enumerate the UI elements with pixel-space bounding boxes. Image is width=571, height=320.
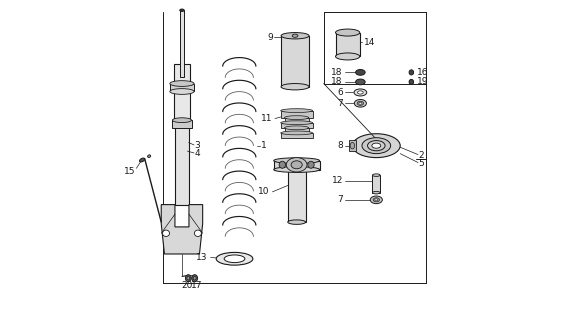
Text: 18: 18 (331, 77, 343, 86)
Ellipse shape (292, 34, 298, 37)
Ellipse shape (224, 255, 245, 263)
Text: 9: 9 (267, 33, 273, 42)
Text: 20: 20 (181, 281, 192, 290)
Ellipse shape (409, 79, 413, 84)
Bar (372, 175, 380, 193)
Bar (175, 120, 189, 204)
Ellipse shape (372, 143, 381, 148)
Ellipse shape (355, 100, 367, 107)
Text: 15: 15 (124, 167, 135, 176)
Ellipse shape (186, 275, 191, 282)
Ellipse shape (281, 84, 309, 90)
Ellipse shape (281, 131, 312, 135)
Ellipse shape (284, 126, 309, 130)
Ellipse shape (354, 89, 367, 96)
Ellipse shape (163, 230, 170, 236)
Text: 17: 17 (191, 281, 202, 290)
Bar (284, 118, 309, 123)
Text: 13: 13 (196, 253, 207, 262)
Ellipse shape (370, 196, 383, 204)
Ellipse shape (284, 116, 309, 120)
Ellipse shape (409, 70, 413, 75)
Bar (281, 36, 309, 87)
Text: 19: 19 (417, 77, 429, 86)
Ellipse shape (373, 198, 380, 202)
Text: 5: 5 (419, 159, 424, 168)
Ellipse shape (170, 89, 194, 94)
Bar (288, 170, 305, 222)
Text: 3: 3 (195, 141, 200, 150)
Ellipse shape (288, 220, 305, 224)
Ellipse shape (375, 199, 378, 201)
Text: 7: 7 (337, 195, 343, 204)
Bar (336, 33, 360, 56)
Ellipse shape (352, 134, 400, 158)
Ellipse shape (180, 9, 184, 12)
Ellipse shape (362, 138, 391, 154)
Ellipse shape (372, 191, 380, 194)
Text: 7: 7 (337, 99, 343, 108)
Ellipse shape (356, 69, 365, 75)
Text: 18: 18 (331, 68, 343, 77)
Bar (174, 64, 190, 122)
Text: 16: 16 (417, 68, 429, 77)
Ellipse shape (336, 29, 360, 36)
Text: 10: 10 (258, 188, 270, 196)
Ellipse shape (336, 53, 360, 60)
Bar (281, 123, 312, 128)
Ellipse shape (281, 121, 312, 124)
Text: 11: 11 (262, 114, 273, 123)
Text: 12: 12 (332, 176, 343, 185)
Ellipse shape (357, 91, 363, 94)
Bar (281, 133, 312, 138)
Bar (284, 128, 309, 133)
Ellipse shape (194, 230, 202, 236)
Ellipse shape (187, 276, 190, 280)
Bar (170, 84, 194, 92)
Polygon shape (161, 204, 203, 254)
Ellipse shape (291, 161, 302, 169)
Ellipse shape (279, 161, 286, 168)
Ellipse shape (170, 81, 194, 86)
Ellipse shape (274, 167, 320, 172)
Text: 4: 4 (195, 149, 200, 158)
Ellipse shape (286, 158, 307, 172)
Ellipse shape (216, 252, 253, 265)
Ellipse shape (357, 101, 364, 105)
Ellipse shape (281, 33, 309, 39)
Ellipse shape (274, 158, 320, 164)
Text: 14: 14 (364, 38, 376, 47)
Text: 6: 6 (337, 88, 343, 97)
Ellipse shape (359, 102, 362, 104)
Bar (180, 10, 184, 77)
Text: 1: 1 (261, 141, 267, 150)
Ellipse shape (368, 140, 385, 151)
Ellipse shape (139, 158, 145, 162)
Ellipse shape (308, 161, 314, 168)
Ellipse shape (350, 142, 355, 149)
Ellipse shape (148, 155, 151, 157)
Ellipse shape (192, 275, 198, 282)
Text: 8: 8 (337, 141, 343, 150)
Ellipse shape (281, 109, 312, 113)
Ellipse shape (356, 79, 365, 85)
Ellipse shape (372, 174, 380, 176)
Bar (281, 111, 312, 118)
Text: 2: 2 (419, 151, 424, 160)
Bar (274, 161, 320, 170)
Bar (172, 120, 191, 128)
Bar (349, 140, 356, 151)
Ellipse shape (193, 276, 196, 280)
Ellipse shape (172, 118, 191, 123)
